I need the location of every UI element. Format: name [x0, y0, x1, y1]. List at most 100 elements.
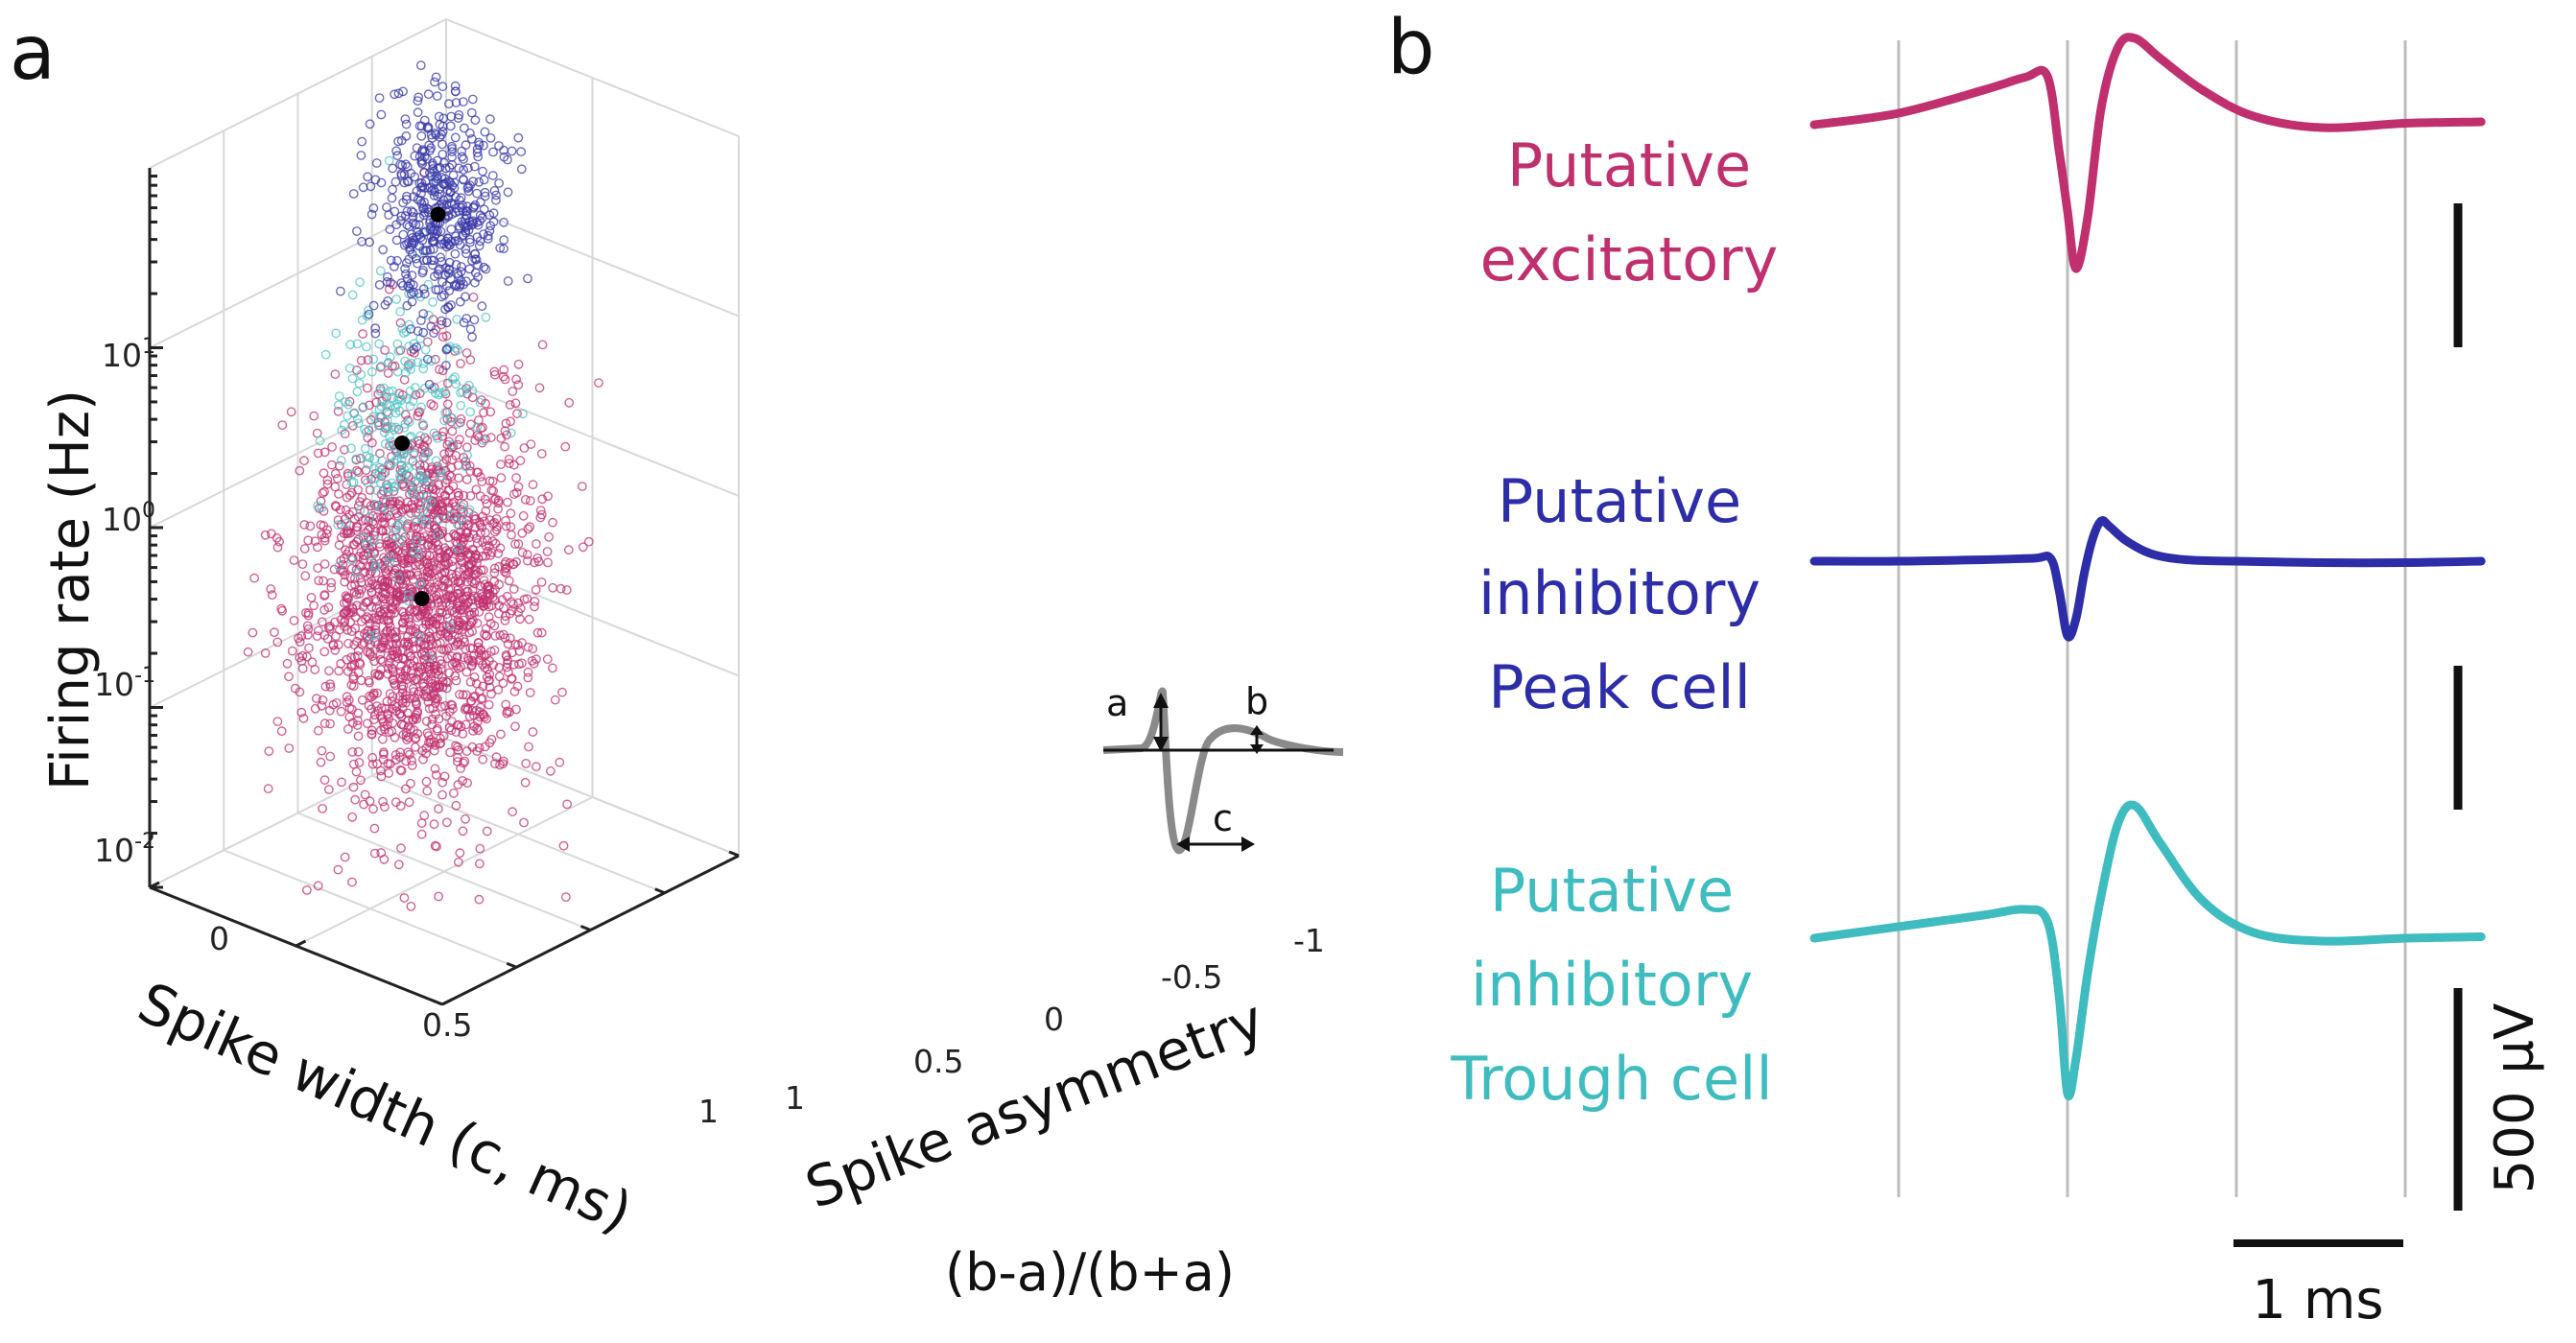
scatter-point: [362, 383, 372, 393]
scatter-point: [496, 473, 507, 483]
scatter-point: [313, 563, 323, 573]
scatter-point: [401, 569, 412, 579]
scatter-point: [425, 218, 435, 228]
scatter-point: [313, 881, 323, 891]
scatter-point: [468, 726, 478, 736]
scatter-point: [488, 587, 498, 598]
scatter-point: [355, 559, 365, 570]
scatter-point: [469, 161, 480, 172]
scatter-point: [453, 857, 463, 867]
z-tick-label: 10-2: [94, 830, 155, 869]
scatter-point: [484, 655, 494, 666]
scatter-point: [462, 450, 472, 460]
inset-label-c: c: [1213, 797, 1233, 839]
scatter-point: [491, 752, 502, 763]
scatter-point: [393, 88, 404, 99]
scatter-point: [364, 309, 374, 319]
scatter-point: [397, 160, 408, 171]
scatter-point: [409, 347, 419, 358]
scatter-point: [515, 456, 526, 466]
scatter-point: [516, 164, 527, 175]
scatter-point: [422, 255, 432, 266]
scatter-point: [477, 301, 487, 312]
y-axis-tick: [654, 887, 666, 895]
scatter-point: [351, 522, 362, 531]
scatter-point: [513, 482, 524, 492]
scatter-point: [346, 487, 357, 498]
scatter-point: [528, 480, 538, 489]
scatter-point: [459, 165, 468, 175]
scatter-point: [464, 264, 475, 274]
scatter-point: [461, 644, 471, 654]
scatter-point: [380, 299, 390, 310]
scatter-point: [473, 567, 484, 577]
scatter-point: [393, 860, 404, 870]
scatter-point: [349, 587, 360, 597]
scatter-point: [451, 207, 461, 218]
scatter-point: [248, 627, 258, 638]
scatter-point: [432, 496, 442, 507]
scatter-point: [353, 501, 364, 511]
scatter-point: [346, 652, 356, 663]
scatter-point: [446, 300, 456, 310]
scatter-point: [458, 174, 468, 184]
scatter-point: [369, 848, 380, 859]
scatter-point: [434, 891, 443, 902]
scatter-point: [325, 621, 335, 631]
scatter-point: [321, 529, 332, 539]
scatter-point: [395, 536, 405, 547]
scatter-point: [412, 699, 422, 710]
scatter-point: [467, 655, 478, 666]
scatter-point: [526, 439, 536, 449]
scatter-point: [345, 340, 356, 350]
scatter-point: [421, 742, 432, 753]
scatter-point: [495, 543, 506, 554]
scatter-point: [474, 894, 484, 905]
scatter-point: [382, 276, 392, 287]
scatter-point: [447, 659, 458, 670]
scatter-point: [335, 286, 345, 296]
scatter-point: [419, 146, 430, 156]
scatter-point: [477, 477, 487, 486]
scatter-point: [331, 631, 341, 641]
scatter-point: [319, 486, 329, 497]
scatter-point: [418, 640, 429, 649]
scatter-point: [562, 799, 572, 810]
scatter-point: [313, 625, 323, 636]
scatter-point: [272, 717, 283, 726]
scatter-point: [384, 618, 394, 628]
scatter-point: [403, 732, 414, 742]
scatter-point: [342, 654, 352, 665]
scatter-point: [443, 643, 454, 653]
scatter-point: [414, 560, 425, 570]
scatter-point: [360, 789, 370, 800]
scatter-point: [502, 706, 512, 717]
scatter-point: [385, 352, 395, 362]
scatter-point: [494, 663, 505, 672]
scatter-point: [284, 672, 294, 682]
scatter-point: [385, 596, 395, 606]
scatter-point: [334, 540, 344, 551]
scatter-point: [431, 709, 440, 719]
scatter-point: [343, 638, 353, 648]
scatter-point: [406, 206, 416, 216]
scatter-point: [430, 613, 440, 624]
scatter-point: [346, 443, 356, 454]
scatter-point: [424, 703, 435, 714]
scatter-point: [465, 180, 475, 191]
scatter-point: [457, 152, 467, 162]
scatter-point: [295, 687, 305, 697]
trace-label-line: inhibitory: [1471, 950, 1753, 1020]
scatter-point: [439, 771, 450, 782]
scatter-point: [355, 277, 365, 287]
scatter-point: [440, 263, 451, 273]
scatter-point: [474, 655, 484, 666]
scatter-point: [350, 794, 361, 805]
scatter-point: [389, 457, 399, 467]
scatter-point: [413, 357, 423, 367]
scatter-point: [341, 591, 351, 601]
scatter-point: [392, 339, 403, 349]
time-scale-label: 1 ms: [2252, 1269, 2383, 1331]
scatter-point: [417, 155, 427, 166]
scatter-point: [508, 660, 519, 670]
